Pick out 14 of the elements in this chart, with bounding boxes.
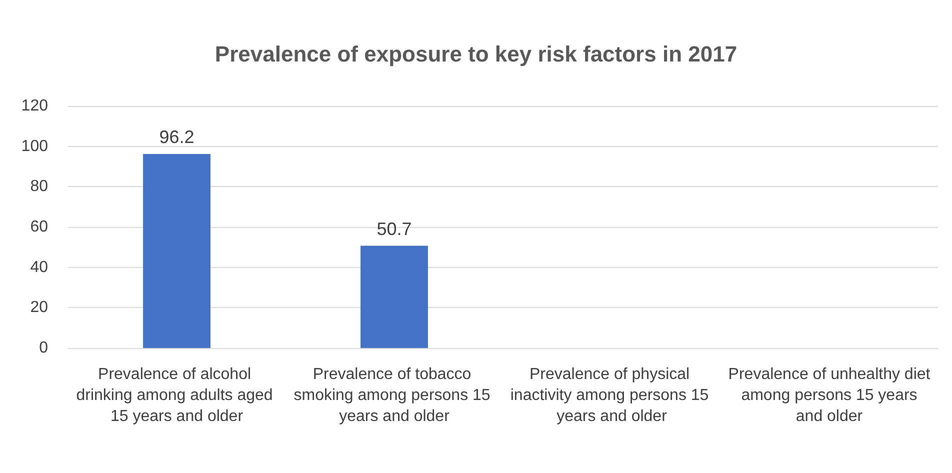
x-tick-label: Prevalence of unhealthy diet among persons 15 years and older xyxy=(728,366,931,425)
y-tick-label: 80 xyxy=(30,178,48,196)
x-tick-label: Prevalence of physical inactivity among persons 15 years and older xyxy=(510,366,714,425)
y-tick-label: 40 xyxy=(30,258,48,276)
y-tick-label: 100 xyxy=(21,138,48,155)
chart-title: Prevalence of exposure to key risk factors in 2017 xyxy=(214,42,738,66)
data-label: 50.7 xyxy=(376,218,412,239)
x-tick-label: Prevalence of tobacco smoking among persons 15 years and older xyxy=(294,366,495,425)
y-tick-label: 60 xyxy=(30,218,48,236)
y-tick-label: 0 xyxy=(39,340,48,356)
y-tick-label: 120 xyxy=(21,98,48,114)
data-label: 96.2 xyxy=(159,126,194,147)
y-tick-label: 20 xyxy=(30,299,48,316)
x-tick-label: Prevalence of alcohol drinking among adults aged 15 years and older xyxy=(76,366,278,425)
